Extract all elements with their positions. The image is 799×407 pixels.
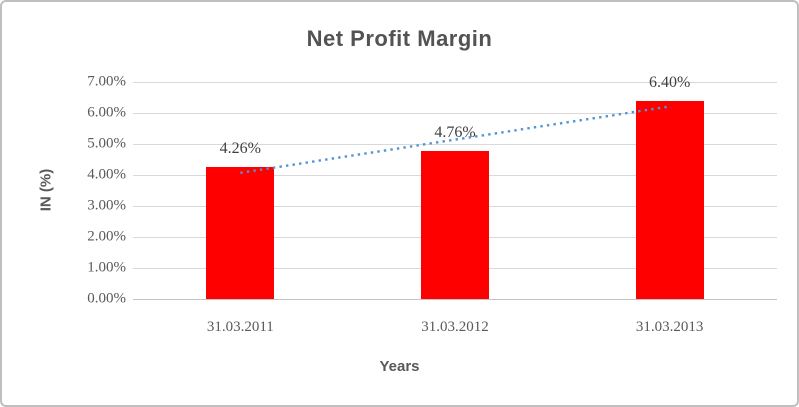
plot-area: 4.26% 4.76% 6.40%	[133, 74, 777, 300]
x-axis-tick-labels: 31.03.2011 31.03.2012 31.03.2013	[133, 319, 777, 339]
y-tick-label: 3.00%	[87, 197, 126, 214]
bar-31.03.2013	[635, 100, 704, 299]
bar-31.03.2011	[206, 166, 275, 299]
data-label-31.03.2012: 4.76%	[434, 124, 476, 142]
y-tick-label: 2.00%	[87, 228, 126, 245]
chart-title: Net Profit Margin	[306, 26, 493, 51]
x-axis-line	[133, 298, 777, 300]
y-tick-label: 1.00%	[87, 259, 126, 276]
x-tick-label-31.03.2013: 31.03.2013	[635, 319, 704, 335]
x-tick-label-31.03.2011: 31.03.2011	[206, 319, 274, 335]
y-tick-label: 6.00%	[87, 104, 126, 121]
x-tick-label-31.03.2012: 31.03.2012	[421, 319, 489, 335]
y-tick-label: 4.00%	[87, 166, 126, 183]
data-label-31.03.2011: 4.26%	[219, 139, 261, 157]
x-axis-title: Years	[379, 358, 420, 375]
y-gridline	[133, 81, 777, 83]
y-tick-label: 7.00%	[87, 73, 126, 90]
y-tick-label: 0.00%	[87, 290, 126, 307]
y-axis-tick-labels: 7.00% 6.00% 5.00% 4.00% 3.00% 2.00% 1.00% 0.00%	[2, 74, 126, 307]
y-tick-label: 5.00%	[87, 135, 126, 152]
bar-31.03.2012	[421, 151, 489, 299]
data-label-31.03.2013: 6.40%	[648, 73, 691, 91]
